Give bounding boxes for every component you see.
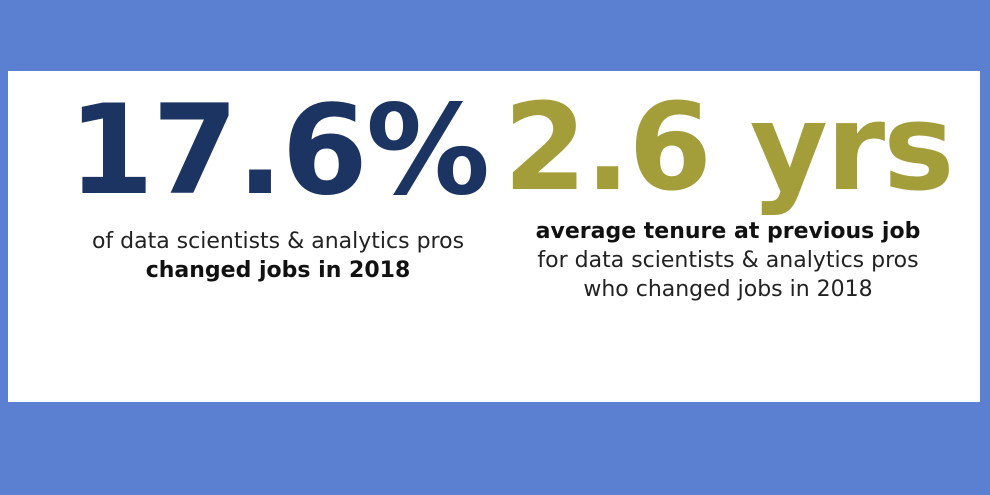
stat-caption: of data scientists & analytics pros chan… bbox=[28, 227, 528, 285]
stat-caption: average tenure at previous job for data … bbox=[488, 217, 968, 304]
caption-line: of data scientists & analytics pros bbox=[91, 229, 465, 254]
stat-value: 17.6% bbox=[67, 79, 490, 223]
stat-tenure: 2.6 yrs average tenure at previous job f… bbox=[488, 89, 968, 304]
stat-value: 2.6 yrs bbox=[503, 79, 954, 218]
caption-line: who changed jobs in 2018 bbox=[583, 277, 873, 302]
caption-line-bold: changed jobs in 2018 bbox=[145, 258, 411, 283]
stat-job-change: 17.6% of data scientists & analytics pro… bbox=[28, 89, 528, 285]
caption-line-bold: average tenure at previous job bbox=[535, 219, 921, 244]
caption-line: for data scientists & analytics pros bbox=[537, 248, 919, 273]
infographic-panel: 17.6% of data scientists & analytics pro… bbox=[8, 71, 980, 402]
